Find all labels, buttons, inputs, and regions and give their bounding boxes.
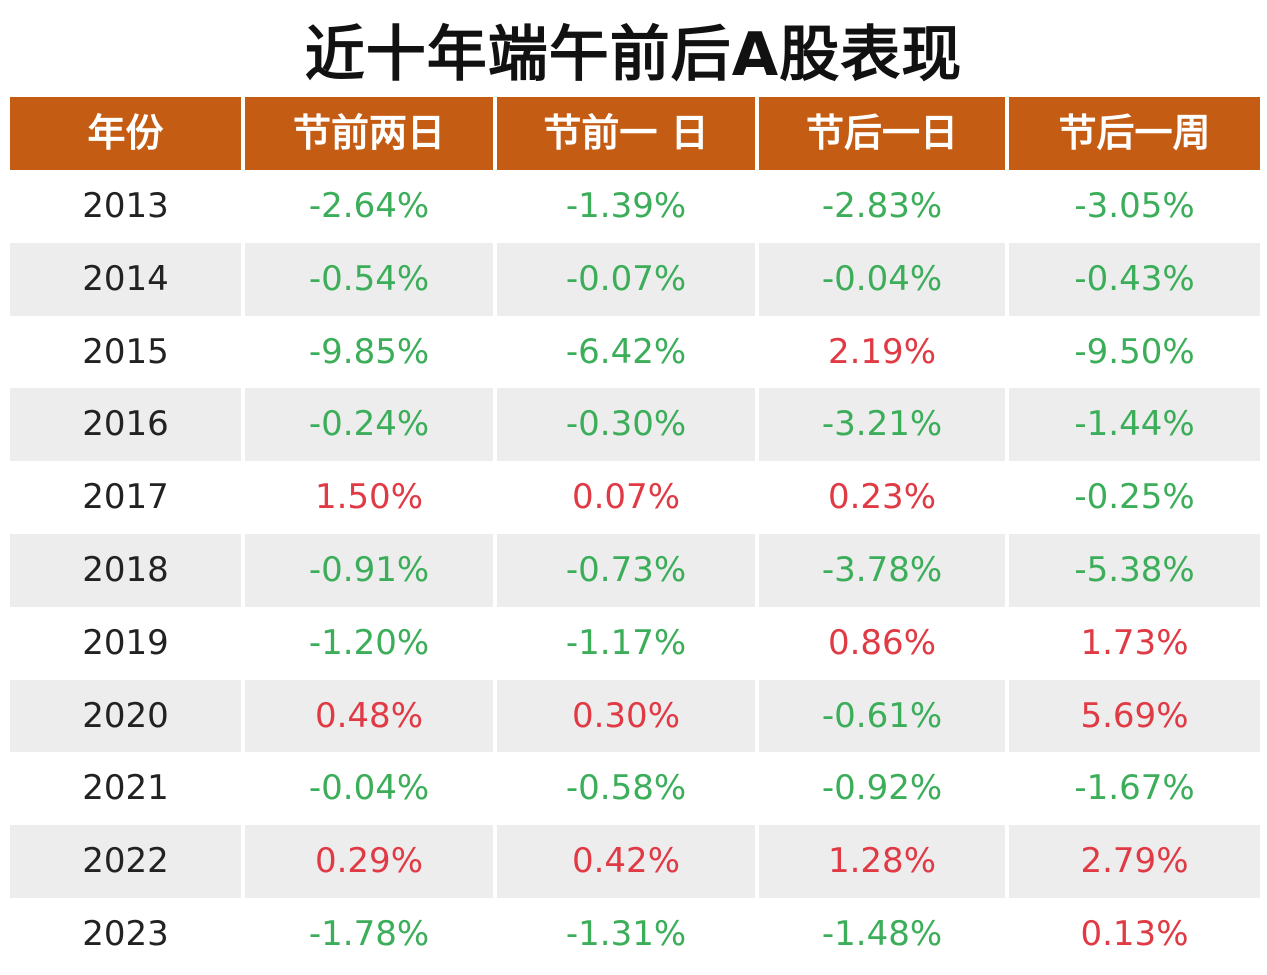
- value-cell-two-days-before: 0.29%: [245, 825, 497, 898]
- value-cell-one-day-after: -3.78%: [759, 533, 1009, 607]
- year-cell: 2016: [10, 388, 245, 462]
- value-cell-one-day-before: 0.30%: [497, 679, 759, 753]
- year-cell: 2015: [10, 315, 245, 389]
- value-cell-two-days-before: -0.24%: [245, 388, 497, 462]
- value-cell-one-week-after: 5.69%: [1080, 695, 1189, 736]
- column-header-two-days-before: 节前两日: [245, 97, 497, 170]
- year-cell: 2014: [10, 242, 245, 316]
- value-cell-one-day-after: 0.86%: [759, 606, 1009, 680]
- value-cell-one-day-after: -0.61%: [759, 679, 1009, 753]
- value-cell-one-day-before: -0.58%: [497, 752, 759, 826]
- table-row: 2020 0.48% 0.30% -0.61% 5.69%: [10, 679, 1260, 753]
- value-cell-one-week-after: -1.44%: [1074, 404, 1195, 445]
- table-row: 2022 0.29% 0.42% 1.28% 2.79%: [10, 825, 1260, 898]
- year-cell: 2017: [10, 461, 245, 534]
- table-row: 2015 -9.85% -6.42% 2.19% -9.50%: [10, 315, 1260, 389]
- value-cell-two-days-before: -9.85%: [245, 315, 497, 389]
- year-cell: 2023: [10, 897, 245, 971]
- column-header-one-week-after: 节后一周: [1009, 97, 1260, 170]
- page-title: 近十年端午前后A股表现: [304, 20, 963, 90]
- value-cell-two-days-before: -0.04%: [245, 752, 497, 826]
- year-cell: 2022: [10, 825, 245, 898]
- value-cell-two-days-before: -0.91%: [245, 533, 497, 607]
- value-cell-one-day-before: -1.17%: [497, 606, 759, 680]
- value-cell-two-days-before: -2.64%: [245, 170, 497, 243]
- value-cell-one-day-before: 0.42%: [497, 825, 759, 898]
- value-cell-one-day-after: -0.04%: [759, 242, 1009, 316]
- value-cell-one-day-after: 0.23%: [759, 461, 1009, 534]
- table-row: 2016 -0.24% -0.30% -3.21% -1.44%: [10, 388, 1260, 462]
- value-cell-one-day-before: -0.73%: [497, 533, 759, 607]
- table-row: 2018 -0.91% -0.73% -3.78% -5.38%: [10, 533, 1260, 607]
- value-cell-one-day-after: -2.83%: [759, 170, 1009, 243]
- value-cell-two-days-before: 1.50%: [245, 461, 497, 534]
- performance-table: 年份 节前两日 节前一 日 节后一日 节后一周 2013 -2.64% -1.39%…: [10, 97, 1260, 971]
- table-row: 2017 1.50% 0.07% 0.23% -0.25%: [10, 461, 1260, 534]
- value-cell-one-week-after: 0.13%: [1080, 913, 1189, 954]
- table-row: 2013 -2.64% -1.39% -2.83% -3.05%: [10, 170, 1260, 243]
- year-cell: 2013: [10, 170, 245, 243]
- year-cell: 2019: [10, 606, 245, 680]
- table-row: 2014 -0.54% -0.07% -0.04% -0.43%: [10, 242, 1260, 316]
- table-body: 2013 -2.64% -1.39% -2.83% -3.05% 2014 -0.54% -0…: [10, 170, 1260, 971]
- table-row: 2019 -1.20% -1.17% 0.86% 1.73%: [10, 606, 1260, 680]
- column-header-one-day-before: 节前一 日: [497, 97, 759, 170]
- column-header-one-day-after: 节后一日: [759, 97, 1009, 170]
- column-header-year: 年份: [10, 97, 245, 170]
- value-cell-one-day-before: -1.31%: [497, 897, 759, 971]
- value-cell-one-week-after: 2.79%: [1080, 841, 1189, 882]
- value-cell-one-week-after: -9.50%: [1074, 331, 1195, 372]
- value-cell-one-week-after: -1.67%: [1074, 768, 1195, 809]
- table-header: 年份 节前两日 节前一 日 节后一日 节后一周: [10, 97, 1260, 170]
- value-cell-one-day-before: -0.30%: [497, 388, 759, 462]
- value-cell-one-week-after: 1.73%: [1080, 622, 1189, 663]
- value-cell-one-day-before: -1.39%: [497, 170, 759, 243]
- year-cell: 2020: [10, 679, 245, 753]
- table-row: 2023 -1.78% -1.31% -1.48% 0.13%: [10, 897, 1260, 971]
- value-cell-one-day-after: -3.21%: [759, 388, 1009, 462]
- value-cell-two-days-before: -1.78%: [245, 897, 497, 971]
- table-row: 2021 -0.04% -0.58% -0.92% -1.67%: [10, 752, 1260, 826]
- value-cell-one-day-before: -0.07%: [497, 242, 759, 316]
- value-cell-one-week-after: -0.43%: [1074, 258, 1195, 299]
- value-cell-one-day-before: -6.42%: [497, 315, 759, 389]
- value-cell-one-week-after: -5.38%: [1074, 549, 1195, 590]
- value-cell-two-days-before: 0.48%: [245, 679, 497, 753]
- year-cell: 2021: [10, 752, 245, 826]
- value-cell-two-days-before: -1.20%: [245, 606, 497, 680]
- value-cell-one-week-after: -3.05%: [1074, 186, 1195, 226]
- value-cell-one-week-after: -0.25%: [1074, 477, 1195, 518]
- value-cell-one-day-after: -0.92%: [759, 752, 1009, 826]
- value-cell-two-days-before: -0.54%: [245, 242, 497, 316]
- value-cell-one-day-before: 0.07%: [497, 461, 759, 534]
- year-cell: 2018: [10, 533, 245, 607]
- value-cell-one-day-after: 2.19%: [759, 315, 1009, 389]
- value-cell-one-day-after: -1.48%: [759, 897, 1009, 971]
- value-cell-one-day-after: 1.28%: [759, 825, 1009, 898]
